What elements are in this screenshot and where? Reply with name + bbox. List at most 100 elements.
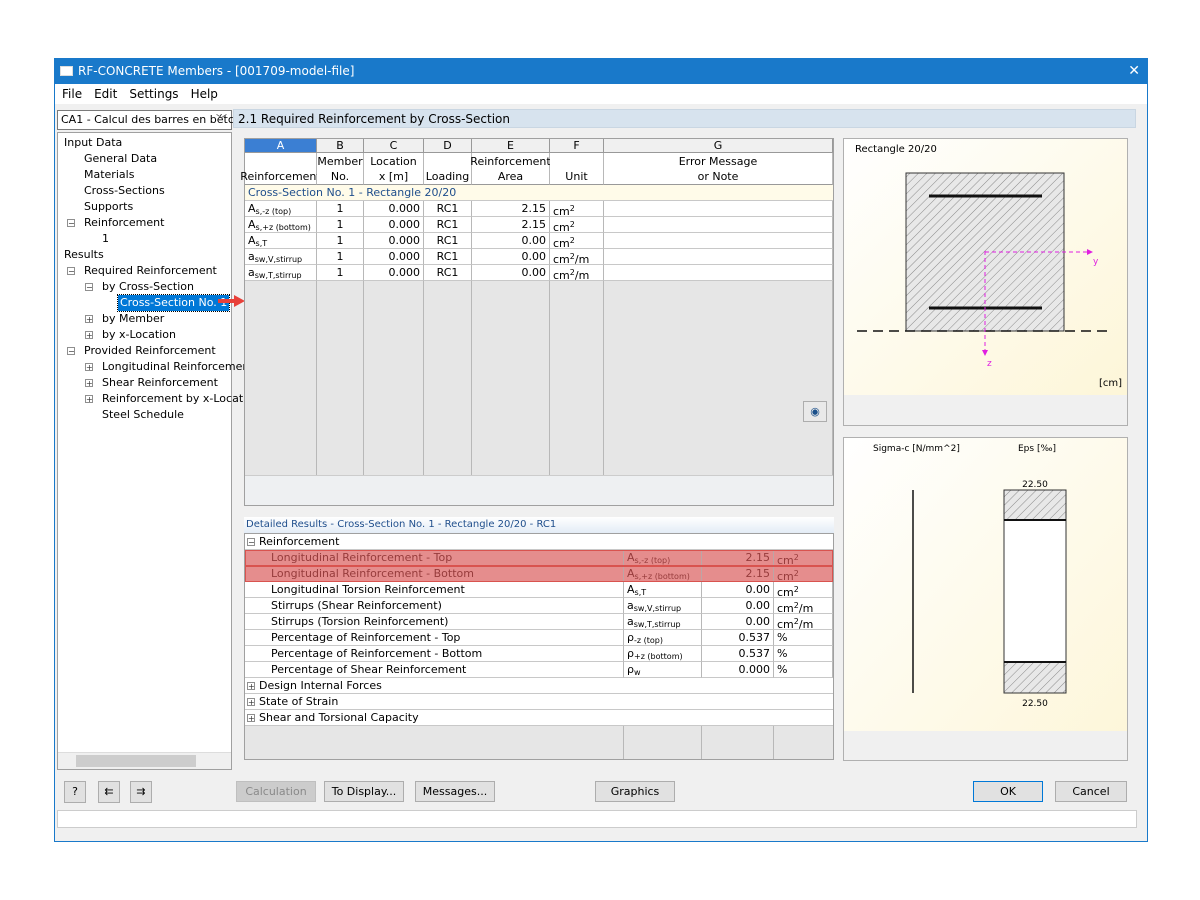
detail-cell: ρ+z (bottom) bbox=[624, 646, 702, 662]
tree-item[interactable]: General Data bbox=[84, 152, 158, 165]
table-cell: 0.000 bbox=[364, 201, 424, 217]
loading: RC1 bbox=[436, 202, 459, 215]
header-line: Area bbox=[497, 170, 524, 183]
tree-item[interactable]: by x-Location bbox=[102, 328, 176, 341]
symbol-sub: s,+z (bottom) bbox=[255, 223, 311, 232]
table-cell bbox=[604, 249, 833, 265]
symbol-sub: -z (top) bbox=[633, 636, 663, 645]
unit-base: % bbox=[777, 647, 788, 660]
tree-expander[interactable]: − bbox=[67, 347, 75, 356]
tree-item[interactable]: Longitudinal Reinforcement bbox=[102, 360, 254, 373]
group-row: Cross-Section No. 1 - Rectangle 20/20 bbox=[245, 185, 833, 201]
highlight bbox=[245, 550, 833, 566]
table-cell: cm2 bbox=[550, 217, 604, 233]
label: Longitudinal Reinforcement - Bottom bbox=[271, 567, 474, 580]
tree-item[interactable]: Required Reinforcement bbox=[84, 264, 217, 277]
symbol-sub: +z (bottom) bbox=[633, 652, 683, 661]
import-button[interactable]: ⇇ bbox=[98, 781, 120, 803]
highlight bbox=[245, 566, 833, 582]
detail-cell: 0.00 bbox=[702, 614, 774, 630]
ok-button[interactable]: OK bbox=[973, 781, 1043, 802]
menu-item[interactable]: Help bbox=[190, 87, 218, 101]
group-header: Design Internal Forces bbox=[245, 678, 833, 694]
detail-cell: 0.00 bbox=[702, 582, 774, 598]
unit-tail: /m bbox=[574, 269, 590, 281]
help-button[interactable]: ? bbox=[64, 781, 86, 803]
tree-expander[interactable]: − bbox=[67, 219, 75, 228]
unit-sup: 2 bbox=[793, 585, 799, 594]
tree-item[interactable]: Cross-Section No. 1 bbox=[116, 294, 231, 312]
tree-item[interactable]: 1 bbox=[102, 232, 109, 245]
tree-expander[interactable]: − bbox=[85, 283, 93, 292]
tree-item[interactable]: Reinforcement bbox=[84, 216, 165, 229]
symbol-sub: s,T bbox=[255, 239, 268, 248]
symbol-base: A bbox=[627, 567, 635, 580]
tree-expander[interactable]: + bbox=[85, 315, 93, 324]
table-cell bbox=[604, 217, 833, 233]
tree-item[interactable]: by Cross-Section bbox=[102, 280, 194, 293]
column-header: Error Message or Note bbox=[604, 153, 833, 185]
dropdown-arrow: ﹀ bbox=[216, 113, 227, 126]
table-cell: cm2/m bbox=[550, 249, 604, 265]
symbol-base: A bbox=[627, 551, 635, 564]
menu-item[interactable]: Edit bbox=[94, 87, 118, 101]
menu-item[interactable]: File bbox=[62, 87, 83, 101]
table-cell: 0.00 bbox=[472, 249, 550, 265]
unit-sup: 2 bbox=[569, 268, 575, 277]
tree-item[interactable]: Materials bbox=[84, 168, 135, 181]
unit-base: cm bbox=[553, 221, 570, 233]
tree-item[interactable]: Cross-Sections bbox=[84, 184, 165, 197]
symbol-sub: sw,T,stirrup bbox=[254, 271, 302, 280]
loading: RC1 bbox=[436, 250, 459, 263]
scroll-thumb[interactable] bbox=[76, 755, 196, 767]
detail-cell: cm2/m bbox=[774, 614, 833, 630]
detail-cell: % bbox=[774, 662, 833, 678]
menu-item[interactable]: Settings bbox=[129, 87, 179, 101]
value: 0.00 bbox=[745, 583, 771, 596]
detail-cell: Stirrups (Shear Reinforcement) bbox=[245, 598, 624, 614]
tree-item[interactable]: Steel Schedule bbox=[102, 408, 184, 421]
table-cell: As,+z (bottom) bbox=[245, 217, 317, 233]
value: 0.537 bbox=[738, 647, 771, 660]
column-header: Reinforcement Area bbox=[470, 153, 551, 185]
tree-expander[interactable]: + bbox=[85, 379, 93, 388]
tree-item[interactable]: Input Data bbox=[64, 136, 123, 149]
tree-expander[interactable]: + bbox=[85, 395, 93, 404]
eps-label: Eps [‰] bbox=[1018, 444, 1056, 454]
cancel-button[interactable]: Cancel bbox=[1055, 781, 1127, 802]
unit-sup: 2 bbox=[793, 553, 799, 562]
table-cell: RC1 bbox=[424, 201, 472, 217]
tree-expander[interactable]: + bbox=[85, 331, 93, 340]
tree-item[interactable]: Shear Reinforcement bbox=[102, 376, 218, 389]
area: 2.15 bbox=[521, 202, 547, 215]
area: 2.15 bbox=[521, 218, 547, 231]
view-button[interactable]: ◉ bbox=[803, 401, 827, 422]
messages-button[interactable]: Messages... bbox=[415, 781, 495, 802]
export-button[interactable]: ⇉ bbox=[130, 781, 152, 803]
detail-cell: Percentage of Shear Reinforcement bbox=[245, 662, 624, 678]
tree-item[interactable]: Supports bbox=[84, 200, 134, 213]
header-line: Unit bbox=[565, 170, 588, 183]
detail-cell: asw,V,stirrup bbox=[624, 598, 702, 614]
table-cell: 0.000 bbox=[364, 217, 424, 233]
column-header: Reinforcement bbox=[240, 153, 321, 185]
unit-sup: 2 bbox=[569, 252, 575, 261]
tree-item[interactable]: by Member bbox=[102, 312, 165, 325]
case-select[interactable]: CA1 - Calcul des barres en bétc ﹀ bbox=[57, 110, 234, 130]
table-cell: As,-z (top) bbox=[245, 201, 317, 217]
tree-item[interactable]: Results bbox=[64, 248, 104, 261]
graphics-button[interactable]: Graphics bbox=[595, 781, 675, 802]
calculation-button[interactable]: Calculation bbox=[236, 781, 316, 802]
table-cell: 0.000 bbox=[364, 233, 424, 249]
column-line bbox=[423, 185, 424, 475]
close-button[interactable]: ✕ bbox=[1128, 63, 1140, 79]
to-display-button[interactable]: To Display... bbox=[324, 781, 404, 802]
section-graphic: Rectangle 20/20 y z [cm] bbox=[843, 138, 1128, 426]
tree-expander[interactable]: − bbox=[67, 267, 75, 276]
tree-item[interactable]: Provided Reinforcement bbox=[84, 344, 216, 357]
unit-base: % bbox=[777, 663, 788, 676]
detail-cell: Longitudinal Torsion Reinforcement bbox=[245, 582, 624, 598]
tree-expander[interactable]: + bbox=[85, 363, 93, 372]
tree-item[interactable]: Reinforcement by x-Locatic bbox=[102, 392, 253, 405]
table-cell: As,T bbox=[245, 233, 317, 249]
